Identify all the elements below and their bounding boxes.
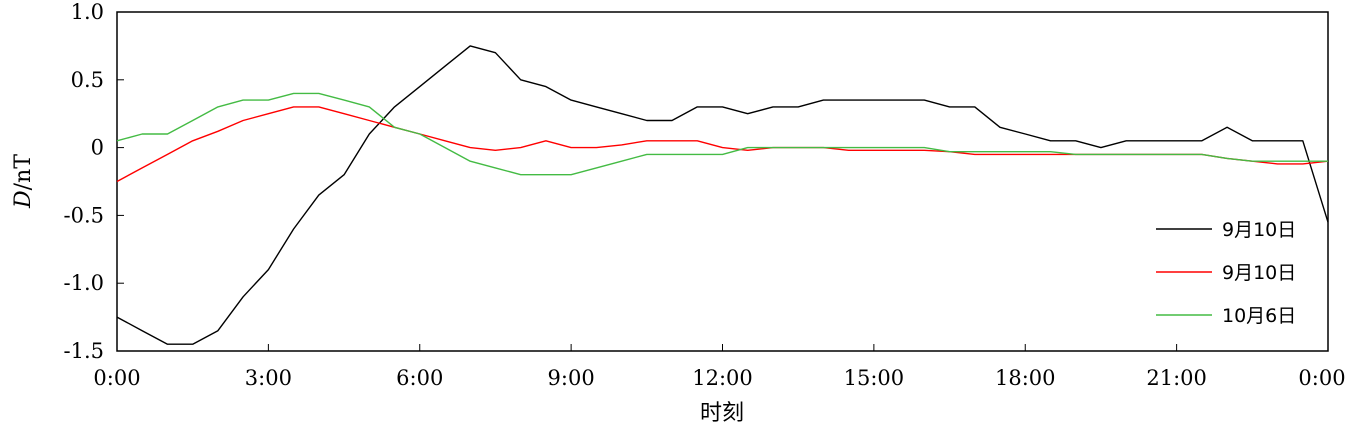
plot-frame xyxy=(116,11,1329,352)
y-axis-unit: /nT xyxy=(11,154,36,191)
legend-label: 9月10日 xyxy=(1222,219,1296,241)
legend-item-3: 10月6日 xyxy=(1156,305,1296,327)
x-tick-label: 6:00 xyxy=(396,366,443,390)
series-line-2 xyxy=(116,106,1329,183)
y-tick-label: 0 xyxy=(91,136,104,160)
legend-item-1: 9月10日 xyxy=(1156,219,1296,241)
x-axis: 0:00 3:00 6:00 9:00 12:00 15:00 18:00 21:00 0:00 xyxy=(93,344,1346,390)
x-tick-label: 12:00 xyxy=(692,366,753,390)
legend-label: 9月10日 xyxy=(1222,262,1296,284)
legend-item-2: 9月10日 xyxy=(1156,262,1296,284)
y-tick-label: 0.5 xyxy=(71,68,104,92)
series-line-1 xyxy=(116,45,1329,345)
legend: 9月10日 9月10日 10月6日 xyxy=(1156,219,1296,327)
x-tick-label: 18:00 xyxy=(995,366,1056,390)
y-tick-label: -1.5 xyxy=(64,339,105,363)
y-tick-label: 1.0 xyxy=(71,0,104,24)
x-axis-title: 时刻 xyxy=(700,401,744,426)
x-tick-label: 21:00 xyxy=(1146,366,1207,390)
series-layer xyxy=(116,45,1329,345)
y-tick-label: -0.5 xyxy=(64,203,105,227)
y-axis-variable: D xyxy=(11,190,36,209)
x-tick-label: 9:00 xyxy=(548,366,595,390)
x-tick-label: 3:00 xyxy=(245,366,292,390)
y-axis-title: D/nT xyxy=(11,154,36,209)
legend-label: 10月6日 xyxy=(1222,305,1296,327)
y-axis: -1.5 -1.0 -0.5 0 0.5 1.0 xyxy=(64,0,124,363)
y-tick-label: -1.0 xyxy=(64,271,105,295)
x-tick-label: 0:00 xyxy=(93,366,140,390)
x-tick-label: 0:00 xyxy=(1298,366,1345,390)
x-tick-label: 15:00 xyxy=(844,366,905,390)
series-line-3 xyxy=(116,92,1328,176)
